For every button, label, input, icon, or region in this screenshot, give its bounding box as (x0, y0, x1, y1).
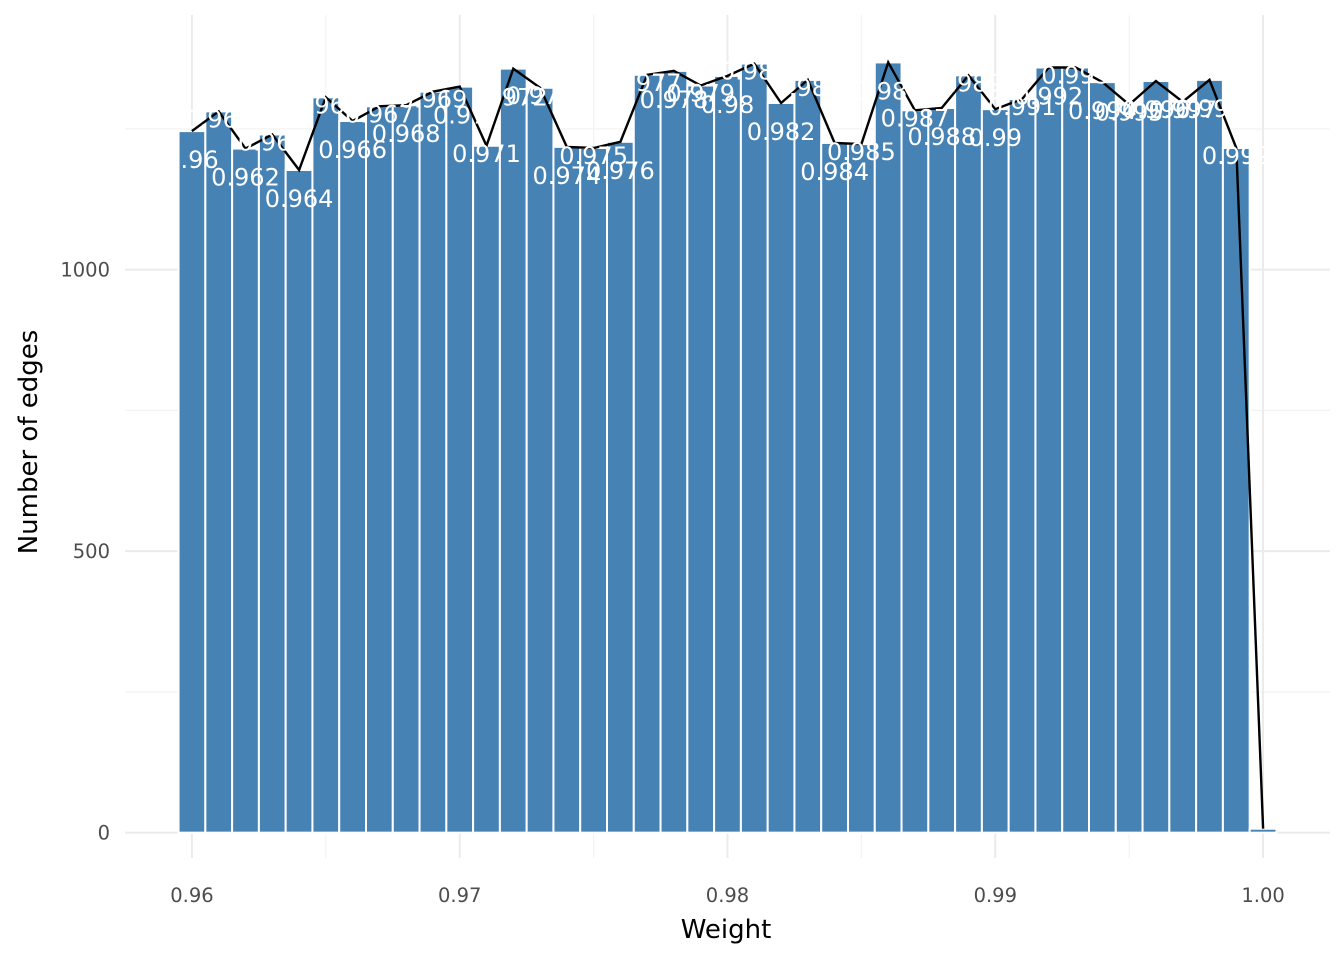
trend-line-layer (191, 59, 1265, 829)
histogram-bar (311, 96, 341, 834)
histogram-bar (1088, 81, 1117, 834)
y-tick-label: 0 (98, 822, 110, 845)
histogram-bar (793, 78, 823, 834)
histogram-bar (900, 109, 930, 834)
bar-value-label: 0.99 (969, 124, 1022, 152)
histogram-bar (1061, 66, 1090, 834)
histogram-bar (1168, 100, 1198, 834)
bar-value-label: 0.984 (800, 158, 869, 186)
bar-value-label: 0.968 (372, 120, 441, 148)
x-tick-label: 1.00 (1241, 884, 1284, 907)
bar-value-label: 0.994 (1068, 97, 1137, 125)
x-tick-label: 0.96 (170, 884, 213, 907)
bar-value-label: 0.977 (613, 69, 682, 97)
histogram-bar (472, 144, 501, 834)
y-axis-title: Number of edges (14, 330, 44, 555)
x-tick-label: 0.97 (438, 884, 481, 907)
histogram-bar (498, 67, 528, 834)
bar-value-label: 0.976 (586, 157, 655, 185)
histogram-bar (1248, 827, 1278, 834)
bar-value-label: 0.979 (666, 80, 735, 108)
bar-value-label: 0.982 (747, 118, 816, 146)
bar-value-label: 0.988 (907, 123, 976, 151)
bar-value-label: 0.965 (291, 91, 360, 119)
bar-value-label: 0.981 (720, 58, 789, 86)
bar-value-label: 0.997 (1148, 96, 1217, 124)
histogram-bar (659, 69, 689, 834)
histogram-bar (445, 85, 475, 834)
bar-value-label: 0.973 (506, 82, 575, 110)
bar-value-label: 0.97 (433, 102, 486, 130)
bar-value-label: 0.989 (934, 69, 1003, 97)
histogram-bar (338, 119, 368, 834)
histogram-bar (365, 105, 394, 834)
histogram-bar (820, 141, 850, 834)
histogram-bar (1007, 98, 1037, 834)
bar-value-label: 0.966 (318, 136, 387, 164)
histogram-bar (980, 108, 1010, 834)
histogram-bar (1141, 80, 1171, 834)
bar-value-label: 0.987 (881, 104, 950, 132)
histogram-bar (552, 145, 582, 834)
histogram-bar (686, 84, 716, 834)
histogram-bar (927, 107, 957, 834)
x-axis-title: Weight (681, 915, 772, 945)
bar-value-label: 0.96 (165, 146, 218, 174)
histogram-bar (1221, 147, 1251, 834)
bar-value-label: 0.995 (1095, 99, 1164, 127)
histogram-bar (284, 168, 314, 834)
bar-value-label: 0.992 (1014, 82, 1083, 110)
bar-value-label: 0.991 (988, 93, 1057, 121)
bar-value-label: 0.962 (211, 164, 280, 192)
bar-value-label: 0.983 (773, 74, 842, 102)
bar-value-label: 0.972 (479, 84, 548, 112)
bar-value-label: 0.985 (827, 138, 896, 166)
bar-value-label: 0.996 (1122, 96, 1191, 124)
histogram-bar (1195, 78, 1224, 834)
bar-value-label: 0.993 (1041, 61, 1110, 89)
histogram-bar (873, 61, 903, 834)
histogram-bar (713, 74, 742, 834)
trend-line (191, 59, 1265, 829)
bar-value-label: 0.963 (238, 128, 307, 156)
histogram-bar (847, 143, 876, 834)
histogram-bar (231, 147, 260, 834)
histogram-bar (177, 130, 207, 834)
x-tick-label: 0.99 (974, 884, 1017, 907)
bar-value-label: 0.961 (184, 105, 253, 133)
histogram-bar (257, 133, 287, 834)
histogram-bar (766, 101, 796, 834)
y-tick-label: 1000 (60, 259, 110, 282)
histogram-bar (739, 62, 769, 834)
histogram-bar (954, 74, 983, 834)
bar-value-label: 0.986 (854, 77, 923, 105)
bar-value-label: 0.967 (345, 100, 414, 128)
y-tick-label: 500 (73, 540, 110, 563)
bar-value-label: 0.978 (640, 86, 709, 114)
bars (177, 61, 1278, 834)
histogram-bar (391, 104, 421, 834)
bar-value-label: 0.98 (701, 91, 754, 119)
bar-labels: 0.960.9610.9620.9630.9640.9650.9660.9670… (165, 58, 1270, 213)
bar-value-label: 0.971 (452, 140, 521, 168)
bar-value-label: 0.975 (559, 142, 628, 170)
histogram-bar (579, 147, 609, 834)
bar-value-label: 0.974 (532, 162, 601, 190)
x-tick-label: 0.98 (706, 884, 749, 907)
histogram-bar (1034, 66, 1064, 834)
bar-value-label: 0.999 (1202, 142, 1271, 170)
histogram-bar (1114, 103, 1144, 834)
axis-ticks: 0.96 0.97 0.98 0.99 1.00 0 500 1000 (60, 259, 1284, 907)
bar-value-label: 0.969 (399, 86, 468, 114)
histogram-bar (606, 140, 635, 834)
histogram-bar (525, 86, 555, 834)
histogram-bar (204, 110, 234, 834)
histogram-bar (632, 73, 662, 834)
bar-value-label: 0.964 (265, 185, 334, 213)
histogram-bar (418, 90, 448, 834)
bar-value-label: 0.998 (1175, 95, 1244, 123)
